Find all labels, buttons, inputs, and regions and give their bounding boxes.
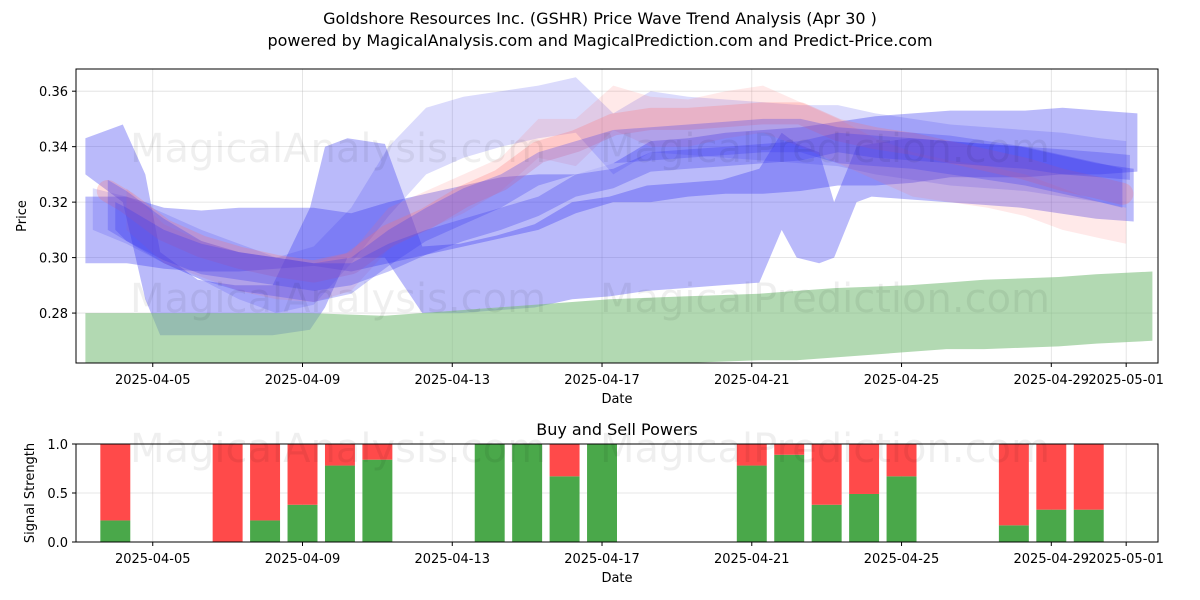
top-x-ticks: 2025-04-05 2025-04-09 2025-04-13 2025-04-17… bbox=[115, 363, 1164, 388]
buy-bar-2025-04-15 bbox=[512, 444, 543, 542]
bottom-x-tick-label: 2025-05-01 bbox=[1088, 552, 1164, 567]
watermark-analysis-mid: MagicalAnalysis.com bbox=[130, 276, 546, 322]
buy-bar-2025-04-08 bbox=[250, 520, 281, 542]
sell-bar-2025-04-07 bbox=[212, 444, 243, 542]
sell-bar-2025-04-11 bbox=[362, 444, 393, 460]
bottom-y-axis-label: Signal Strength bbox=[23, 443, 38, 543]
watermark-analysis-top: MagicalAnalysis.com bbox=[130, 126, 546, 172]
sell-bar-2025-04-10 bbox=[324, 444, 355, 466]
buy-bar-2025-04-29 bbox=[1036, 509, 1067, 542]
bottom-x-tick-label: 2025-04-09 bbox=[265, 552, 341, 567]
top-x-tick-label: 2025-04-29 bbox=[1014, 373, 1090, 388]
buy-bar-2025-04-24 bbox=[849, 493, 880, 542]
buy-bar-2025-04-17 bbox=[587, 444, 617, 542]
watermark-prediction-top: MagicalPrediction.com bbox=[600, 126, 1050, 172]
top-y-tick-label: 0.30 bbox=[39, 252, 68, 267]
buy-bar-2025-04-23 bbox=[811, 504, 842, 542]
top-x-tick-label: 2025-05-01 bbox=[1088, 373, 1164, 388]
bottom-bars bbox=[100, 444, 1104, 542]
bottom-chart-title: Buy and Sell Powers bbox=[536, 420, 698, 439]
wave-band-wave-4 bbox=[126, 85, 1127, 302]
chart-subtitle: powered by MagicalAnalysis.com and Magic… bbox=[267, 31, 933, 50]
sell-bar-2025-04-08 bbox=[250, 444, 281, 521]
buy-bar-2025-04-28 bbox=[998, 525, 1029, 542]
sell-bar-2025-04-24 bbox=[849, 444, 880, 494]
sell-bar-2025-04-29 bbox=[1036, 444, 1067, 510]
sell-bar-2025-04-22 bbox=[774, 444, 805, 455]
wave-line-wave-5 bbox=[96, 102, 1134, 283]
bottom-y-tick-label: 0.5 bbox=[47, 487, 68, 502]
top-y-tick-label: 0.28 bbox=[39, 307, 68, 322]
wave-band-wave-6 bbox=[107, 118, 1123, 303]
top-bands bbox=[85, 77, 1153, 363]
bottom-x-tick-label: 2025-04-21 bbox=[714, 552, 790, 567]
sell-bar-2025-04-30 bbox=[1073, 444, 1104, 510]
buy-bar-2025-04-11 bbox=[362, 459, 393, 542]
top-y-tick-label: 0.32 bbox=[39, 196, 68, 211]
sell-bar-2025-04-04 bbox=[100, 444, 131, 521]
bottom-x-axis-label: Date bbox=[601, 571, 632, 586]
buy-bar-2025-04-10 bbox=[324, 465, 355, 542]
sell-bar-2025-04-16 bbox=[549, 444, 580, 477]
buy-bar-2025-04-14 bbox=[474, 444, 505, 542]
watermark-prediction-mid: MagicalPrediction.com bbox=[600, 276, 1050, 322]
bottom-x-tick-label: 2025-04-25 bbox=[864, 552, 940, 567]
wave-band-wave-3 bbox=[92, 77, 1127, 314]
top-x-tick-label: 2025-04-21 bbox=[714, 373, 790, 388]
top-x-tick-label: 2025-04-17 bbox=[564, 373, 640, 388]
top-watermarks: MagicalAnalysis.com MagicalPrediction.co… bbox=[130, 126, 1050, 322]
chart-title: Goldshore Resources Inc. (GSHR) Price Wa… bbox=[323, 9, 877, 28]
bottom-watermarks: MagicalAnalysis.com MagicalPrediction.co… bbox=[130, 426, 1050, 472]
top-plot-frame bbox=[75, 68, 1159, 364]
sell-bar-2025-04-23 bbox=[811, 444, 842, 505]
buy-bar-2025-04-16 bbox=[549, 476, 580, 542]
buy-bar-2025-04-04 bbox=[100, 520, 131, 542]
buy-bar-2025-04-21 bbox=[736, 465, 767, 542]
bottom-y-ticks: 0.0 0.5 1.0 bbox=[47, 438, 76, 551]
sell-bar-2025-04-25 bbox=[886, 444, 917, 477]
top-y-tick-label: 0.34 bbox=[39, 141, 68, 156]
watermark-analysis-bottom: MagicalAnalysis.com bbox=[130, 426, 546, 472]
top-y-ticks: 0.28 0.30 0.32 0.34 0.36 bbox=[39, 85, 76, 322]
watermark-prediction-bottom: MagicalPrediction.com bbox=[600, 426, 1050, 472]
wave-band-wave-1 bbox=[85, 107, 1138, 272]
buy-bar-2025-04-09 bbox=[287, 504, 318, 542]
bottom-y-tick-label: 0.0 bbox=[47, 536, 68, 551]
sell-bar-2025-04-21 bbox=[736, 444, 767, 466]
top-x-tick-label: 2025-04-05 bbox=[115, 373, 191, 388]
bottom-x-tick-label: 2025-04-17 bbox=[564, 552, 640, 567]
top-x-tick-label: 2025-04-13 bbox=[414, 373, 490, 388]
sell-bar-2025-04-09 bbox=[287, 444, 318, 505]
top-x-axis-label: Date bbox=[601, 392, 632, 407]
bottom-x-ticks: 2025-04-05 2025-04-09 2025-04-13 2025-04-17… bbox=[115, 542, 1164, 567]
bottom-x-tick-label: 2025-04-05 bbox=[115, 552, 191, 567]
sell-bar-2025-04-28 bbox=[998, 444, 1029, 526]
wave-band-baseline bbox=[85, 271, 1153, 363]
bottom-y-tick-label: 1.0 bbox=[47, 438, 68, 453]
bottom-x-tick-label: 2025-04-13 bbox=[414, 552, 490, 567]
top-x-tick-label: 2025-04-09 bbox=[265, 373, 341, 388]
top-y-axis-label: Price bbox=[15, 200, 30, 232]
top-y-tick-label: 0.36 bbox=[39, 85, 68, 100]
buy-bar-2025-04-22 bbox=[774, 454, 805, 542]
wave-band-wave-2 bbox=[85, 124, 1134, 336]
bottom-x-tick-label: 2025-04-29 bbox=[1014, 552, 1090, 567]
buy-bar-2025-04-25 bbox=[886, 476, 917, 542]
top-x-tick-label: 2025-04-25 bbox=[864, 373, 940, 388]
buy-bar-2025-04-30 bbox=[1073, 509, 1104, 542]
wave-band-wave-7 bbox=[115, 132, 1130, 291]
